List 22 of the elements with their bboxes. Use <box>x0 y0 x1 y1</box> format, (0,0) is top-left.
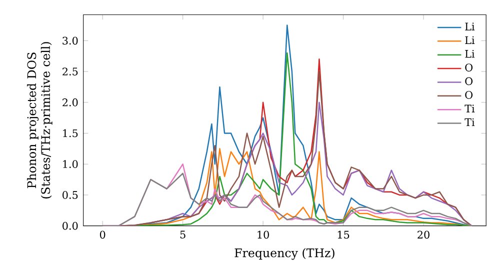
x-tick-label: 5 <box>180 230 186 238</box>
y-tick-label: 2.5 <box>62 68 78 76</box>
y-tick-label: 0.0 <box>62 222 78 230</box>
y-tick-label: 3.0 <box>62 36 78 45</box>
y-tick-label: 2.0 <box>62 98 78 106</box>
y-tick-label: 0.5 <box>62 191 78 199</box>
legend-label: O <box>465 90 473 99</box>
legend-label: Li <box>465 50 475 58</box>
y-tick-label: 1.5 <box>63 129 78 138</box>
y-axis-title: Phonon projected DOS (States/THz·primitive cell) <box>27 42 52 198</box>
x-tick-label: 10 <box>258 230 269 239</box>
x-axis-title: Frequency (THz) <box>234 248 334 260</box>
legend-label: Li <box>465 36 475 44</box>
legend-label: Ti <box>464 104 475 112</box>
legend-label: O <box>465 64 473 72</box>
legend-label: Li <box>465 22 475 30</box>
y-tick-label: 1.0 <box>63 160 78 168</box>
x-tick-label: 15 <box>338 230 350 239</box>
legend-label: Ti <box>464 118 475 126</box>
x-tick-label: 0 <box>100 230 106 239</box>
legend-label: O <box>465 77 473 86</box>
x-tick-label: 20 <box>418 230 430 239</box>
